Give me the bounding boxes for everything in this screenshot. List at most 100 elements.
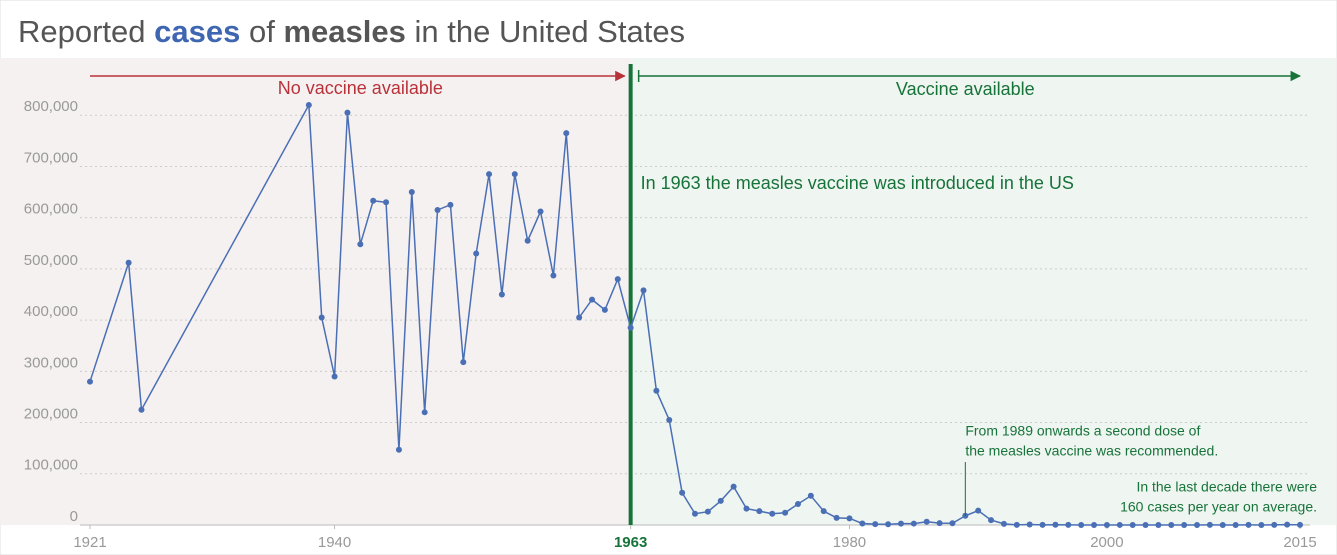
data-point xyxy=(794,500,801,507)
data-point xyxy=(447,201,454,208)
data-point xyxy=(756,508,763,515)
data-point xyxy=(769,510,776,517)
annotation: In the last decade there were xyxy=(1136,479,1317,495)
era-label: Vaccine available xyxy=(896,79,1035,99)
data-point xyxy=(395,446,402,453)
annotation: From 1989 onwards a second dose of xyxy=(965,423,1200,439)
data-point xyxy=(1284,521,1291,528)
data-point xyxy=(717,497,724,504)
data-point xyxy=(563,130,570,137)
data-point xyxy=(949,520,956,527)
data-point xyxy=(1142,521,1149,528)
data-point xyxy=(1168,521,1175,528)
y-tick-label: 0 xyxy=(70,508,78,525)
x-tick-label: 2015 xyxy=(1283,534,1316,551)
data-point xyxy=(743,505,750,512)
y-tick-label: 500,000 xyxy=(24,252,78,269)
x-tick-label: 1980 xyxy=(833,534,866,551)
data-point xyxy=(1258,521,1265,528)
data-point xyxy=(872,521,879,528)
data-point xyxy=(138,406,145,413)
post-vaccine-bg xyxy=(630,58,1336,525)
data-point xyxy=(820,508,827,515)
data-point xyxy=(1194,521,1201,528)
data-point xyxy=(679,489,686,496)
data-point xyxy=(807,492,814,499)
data-point xyxy=(550,272,557,279)
data-point xyxy=(305,101,312,108)
data-point xyxy=(692,510,698,517)
data-point xyxy=(1000,520,1007,527)
y-tick-label: 400,000 xyxy=(24,303,78,320)
data-point xyxy=(614,276,621,283)
data-point xyxy=(1245,521,1252,528)
data-point xyxy=(473,250,480,257)
data-point xyxy=(1026,521,1033,528)
data-point xyxy=(640,287,647,294)
title-part: measles xyxy=(283,14,405,49)
data-point xyxy=(1052,521,1059,528)
data-point xyxy=(460,359,467,366)
data-point xyxy=(653,387,660,394)
data-point xyxy=(1297,521,1303,528)
data-point xyxy=(524,237,531,244)
data-point xyxy=(1129,521,1136,528)
data-point xyxy=(1232,521,1239,528)
data-point xyxy=(537,208,544,215)
era-label: No vaccine available xyxy=(278,78,443,98)
y-tick-label: 200,000 xyxy=(24,406,78,423)
data-point xyxy=(125,259,132,266)
data-point xyxy=(408,189,415,196)
data-point xyxy=(1103,521,1110,528)
data-point xyxy=(383,199,390,206)
x-tick-label: 1940 xyxy=(318,534,351,551)
x-tick-label: 1921 xyxy=(73,534,106,551)
data-point xyxy=(1116,521,1123,528)
annotation: In 1963 the measles vaccine was introduc… xyxy=(641,173,1074,193)
data-point xyxy=(936,520,943,527)
data-point xyxy=(666,416,673,423)
annotation: the measles vaccine was recommended. xyxy=(965,443,1218,459)
data-point xyxy=(357,241,364,248)
data-point xyxy=(910,520,917,527)
data-point xyxy=(87,378,93,385)
data-point xyxy=(498,291,505,298)
data-point xyxy=(576,314,583,321)
data-point xyxy=(601,306,608,313)
data-point xyxy=(486,171,493,178)
title-part: Reported xyxy=(18,14,146,49)
title-part: in the United States xyxy=(415,14,686,49)
data-point xyxy=(627,324,634,331)
chart-title: Reported cases of measles in the United … xyxy=(18,14,685,49)
data-point xyxy=(1013,521,1020,528)
data-point xyxy=(1271,521,1278,528)
x-tick-label: 1963 xyxy=(614,534,647,551)
data-point xyxy=(975,507,982,514)
data-point xyxy=(833,514,840,521)
y-tick-label: 300,000 xyxy=(24,354,78,371)
pre-vaccine-bg xyxy=(0,58,631,525)
y-tick-label: 600,000 xyxy=(24,201,78,218)
data-point xyxy=(1065,521,1072,528)
y-tick-label: 800,000 xyxy=(24,98,78,115)
data-point xyxy=(370,197,377,204)
title-part: of xyxy=(249,14,275,49)
annotation: 160 cases per year on average. xyxy=(1120,499,1317,515)
data-point xyxy=(704,508,711,515)
data-point xyxy=(1181,521,1188,528)
x-tick-label: 2000 xyxy=(1090,534,1123,551)
data-point xyxy=(318,314,325,321)
title-part: cases xyxy=(154,14,240,49)
data-point xyxy=(923,518,930,525)
data-point xyxy=(782,509,789,516)
data-point xyxy=(1219,521,1226,528)
data-point xyxy=(859,520,866,527)
data-point xyxy=(511,171,518,178)
data-point xyxy=(1155,521,1162,528)
data-point xyxy=(1091,521,1098,528)
data-point xyxy=(1039,521,1046,528)
data-point xyxy=(344,109,351,116)
y-tick-label: 100,000 xyxy=(24,457,78,474)
data-point xyxy=(434,206,441,213)
